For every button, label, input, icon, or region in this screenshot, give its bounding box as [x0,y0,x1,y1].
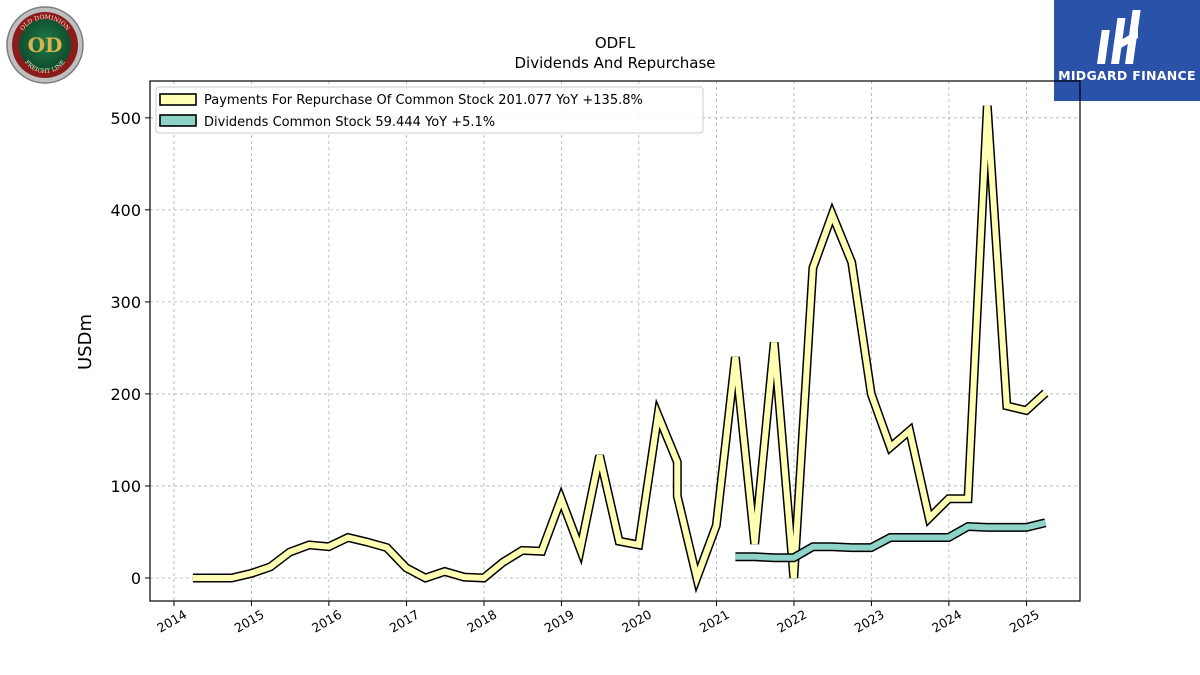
legend-label-dividends: Dividends Common Stock 59.444 YoY +5.1% [204,115,495,130]
y-tick-label: 100 [110,477,141,496]
x-tick-label: 2021 [697,607,732,636]
x-tick-label: 2020 [619,607,654,636]
x-tick-label: 2024 [929,607,964,636]
x-tick-label: 2018 [464,607,499,636]
x-tick-label: 2016 [309,607,344,636]
y-tick-label: 200 [110,385,141,404]
series-outline-payments-for-repurchase-of-common-stock [192,105,1049,594]
x-tick-label: 2019 [542,607,577,636]
chart-title: ODFL [595,34,636,52]
x-tick-label: 2017 [387,607,422,636]
plot-frame [149,80,1081,602]
svg-text:OD: OD [28,33,63,57]
legend-swatch-dividends [159,114,197,127]
y-tick-label: 300 [110,293,141,312]
company-logo: OD OLD DOMINION FREIGHT LINE [5,5,85,85]
y-tick-label: 400 [110,201,141,220]
chart-subtitle: Dividends And Repurchase [514,54,715,72]
legend: Payments For Repurchase Of Common Stock … [155,86,704,134]
brand-mark-icon [1097,10,1141,64]
y-tick-label: 500 [110,109,141,128]
legend-box [155,86,704,134]
x-tick-label: 2025 [1007,607,1042,636]
x-tick-label: 2022 [774,607,809,636]
series-layer [192,105,1049,594]
series-line-payments-for-repurchase-of-common-stock [192,105,1048,589]
brand-name: MIDGARD FINANCE [1058,68,1196,83]
legend-swatch-repurchase [159,93,197,106]
series-line-dividends-common-stock [735,519,1047,561]
x-tick-label: 2014 [154,607,189,636]
y-tick-label: 0 [131,569,141,588]
y-axis-label: USDm [75,314,96,370]
brand-logo: MIDGARD FINANCE [1054,0,1200,101]
x-tick-label: 2023 [852,607,887,636]
x-tick-label: 2015 [232,607,267,636]
axis-ticks: 2014 2015 2016 2017 2018 2019 2020 2021 2022 2023… [110,109,1041,636]
legend-label-repurchase: Payments For Repurchase Of Common Stock … [204,93,643,108]
